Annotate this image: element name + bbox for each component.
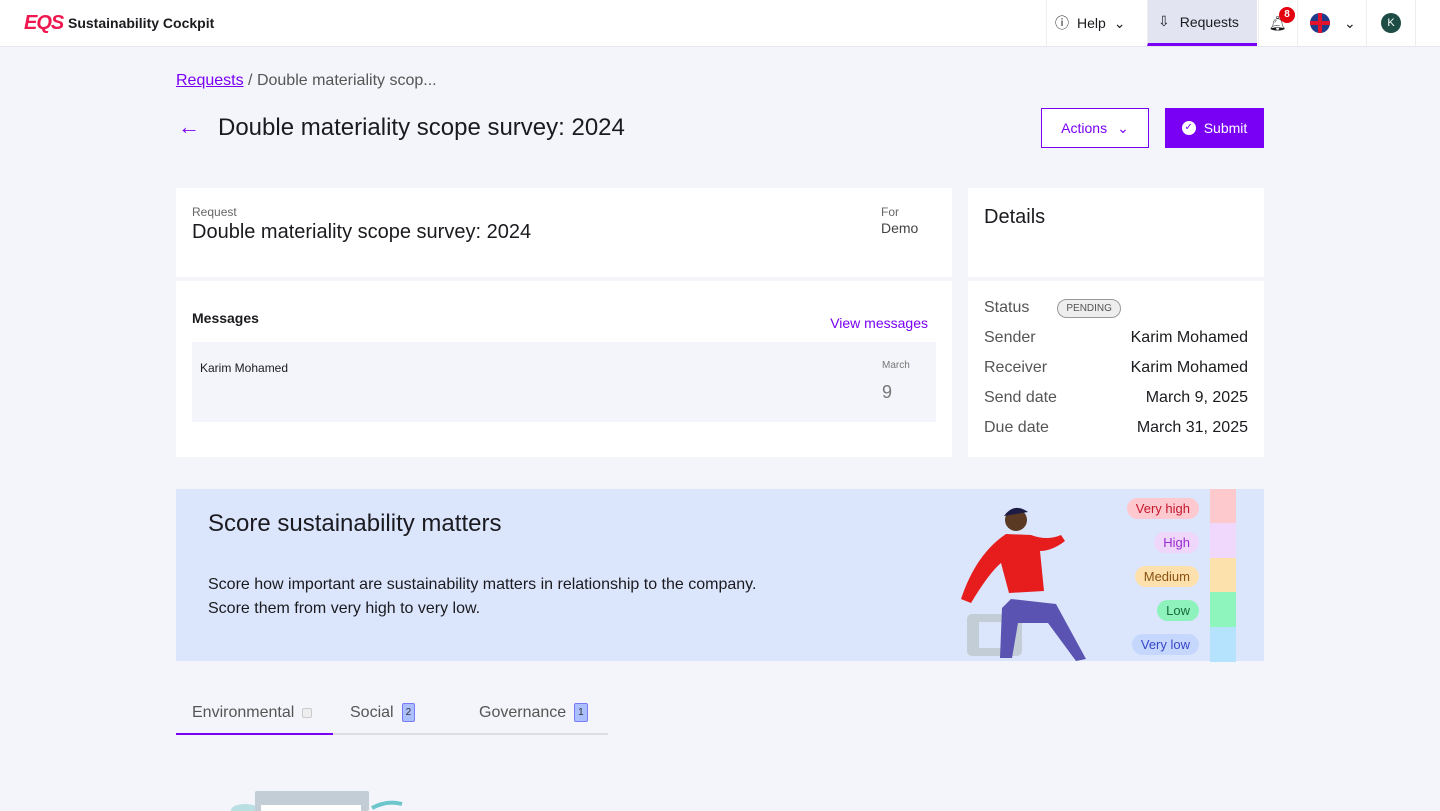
user-menu[interactable]: K bbox=[1366, 0, 1416, 46]
tab-governance[interactable]: Governance 1 bbox=[479, 690, 588, 735]
message-item[interactable]: Karim Mohamed March 9 bbox=[192, 342, 936, 422]
status-label: Status bbox=[984, 299, 1030, 316]
detail-row: Due date March 31, 2025 bbox=[984, 413, 1248, 443]
eqs-logo: EQS bbox=[24, 12, 64, 34]
detail-key: Sender bbox=[984, 329, 1036, 346]
empty-state-illustration bbox=[231, 791, 403, 811]
notification-badge: 8 bbox=[1279, 7, 1295, 23]
person-illustration bbox=[961, 507, 1086, 661]
banner-text-1: Score how important are sustainability m… bbox=[208, 576, 757, 593]
score-banner: Score sustainability matters Score how i… bbox=[176, 489, 1264, 662]
breadcrumb: Requests / Double materiality scop... bbox=[176, 72, 437, 90]
detail-row: Send date March 9, 2025 bbox=[984, 383, 1248, 413]
level-pill: Very low bbox=[1131, 634, 1199, 655]
actions-button[interactable]: Actions ⌄ bbox=[1041, 108, 1149, 148]
help-icon: ⓘ bbox=[1055, 15, 1069, 31]
chevron-down-icon: ⌄ bbox=[1113, 14, 1126, 31]
check-icon: ✓ bbox=[1181, 121, 1196, 135]
detail-value: Karim Mohamed bbox=[1130, 359, 1248, 376]
detail-value: Karim Mohamed bbox=[1130, 329, 1248, 346]
message-sender: Karim Mohamed bbox=[200, 361, 289, 375]
tab-count: 2 bbox=[401, 703, 416, 722]
status-badge: PENDING bbox=[1057, 298, 1121, 318]
uk-flag-icon bbox=[1310, 13, 1330, 33]
tab-social[interactable]: Social 2 bbox=[350, 690, 416, 735]
details-title: Details bbox=[984, 206, 1046, 228]
chevron-down-icon: ⌄ bbox=[1344, 14, 1356, 31]
level-color-bar bbox=[1210, 626, 1236, 662]
level-color-bar bbox=[1210, 489, 1236, 524]
banner-text-2: Score them from very high to very low. bbox=[208, 600, 481, 617]
detail-key: Receiver bbox=[984, 359, 1048, 376]
app-title: Sustainability Cockpit bbox=[68, 15, 215, 31]
avatar: K bbox=[1381, 13, 1401, 33]
actions-label: Actions bbox=[1061, 120, 1108, 136]
breadcrumb-requests-link[interactable]: Requests bbox=[176, 72, 244, 89]
messages-card: Messages View messages Karim Mohamed Mar… bbox=[176, 281, 952, 457]
details-card: Status PENDING Sender Karim Mohamed Receiv… bbox=[968, 281, 1264, 457]
help-menu[interactable]: ⓘ Help ⌄ bbox=[1046, 0, 1146, 46]
detail-key: Due date bbox=[984, 419, 1049, 436]
messages-title: Messages bbox=[192, 310, 259, 326]
request-card: Request Double materiality scope survey:… bbox=[176, 188, 952, 277]
breadcrumb-sep: / bbox=[248, 72, 253, 89]
tab-environmental[interactable]: Environmental bbox=[192, 690, 313, 735]
tab-count-empty bbox=[302, 707, 313, 718]
breadcrumb-current: Double materiality scop... bbox=[256, 72, 437, 89]
help-label: Help bbox=[1077, 15, 1106, 31]
page-title: Double materiality scope survey: 2024 bbox=[218, 114, 625, 141]
detail-row: Receiver Karim Mohamed bbox=[984, 353, 1248, 383]
level-pill: Very high bbox=[1126, 498, 1199, 519]
level-pill: Medium bbox=[1134, 566, 1199, 587]
message-day: 9 bbox=[882, 382, 893, 402]
message-month: March bbox=[882, 360, 910, 371]
details-header: Details bbox=[968, 188, 1264, 277]
requests-icon: ⇩ bbox=[1158, 13, 1170, 29]
category-tabs: Environmental Social 2 Governance 1 bbox=[176, 690, 608, 735]
banner-title: Score sustainability matters bbox=[208, 510, 502, 537]
requests-label: Requests bbox=[1179, 13, 1239, 30]
detail-value: March 31, 2025 bbox=[1136, 419, 1248, 436]
active-tab-indicator bbox=[176, 733, 333, 735]
level-pill: Low bbox=[1157, 600, 1199, 621]
detail-key: Send date bbox=[984, 389, 1057, 406]
tab-count: 1 bbox=[574, 703, 588, 722]
detail-row: Sender Karim Mohamed bbox=[984, 323, 1248, 353]
tab-label: Governance bbox=[479, 703, 567, 721]
level-color-bar bbox=[1210, 523, 1236, 559]
back-arrow-icon[interactable]: ← bbox=[178, 114, 200, 139]
submit-label: Submit bbox=[1203, 120, 1248, 136]
language-menu[interactable]: ⌄ bbox=[1297, 0, 1365, 46]
detail-value: March 9, 2025 bbox=[1145, 389, 1248, 406]
tab-label: Social bbox=[350, 703, 394, 721]
tab-label: Environmental bbox=[192, 703, 295, 721]
top-bar: EQS Sustainability Cockpit ⓘ Help ⌄ ⇩ Reque… bbox=[0, 0, 1440, 47]
level-color-bar bbox=[1210, 557, 1236, 593]
requests-nav[interactable]: ⇩ Requests bbox=[1147, 0, 1257, 46]
submit-button[interactable]: ✓ Submit bbox=[1165, 108, 1264, 148]
request-label: Request bbox=[192, 205, 237, 219]
for-label: For bbox=[881, 205, 899, 219]
chevron-down-icon: ⌄ bbox=[1117, 119, 1129, 136]
view-messages-link[interactable]: View messages bbox=[830, 315, 928, 331]
level-pill: High bbox=[1154, 532, 1199, 553]
for-value: Demo bbox=[881, 220, 919, 236]
level-color-bar bbox=[1210, 592, 1236, 628]
request-title: Double materiality scope survey: 2024 bbox=[192, 221, 532, 243]
